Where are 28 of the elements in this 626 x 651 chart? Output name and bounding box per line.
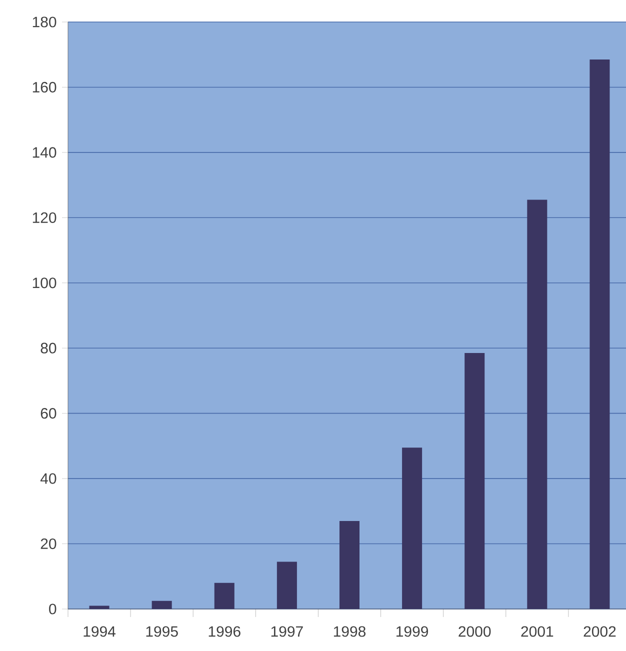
bar <box>214 582 234 609</box>
y-tick-label: 180 <box>32 16 56 28</box>
y-tick-label: 160 <box>32 82 56 93</box>
bar <box>526 200 547 609</box>
x-tick-label: 1994 <box>84 626 116 637</box>
x-tick-label: 1995 <box>146 626 178 637</box>
x-tick-label: 1998 <box>334 626 366 637</box>
y-tick-label: 20 <box>40 538 56 550</box>
y-tick-label: 40 <box>40 473 56 484</box>
x-tick-label: 1997 <box>271 626 303 637</box>
x-tick-label: 1996 <box>208 626 240 637</box>
x-tick-label: 1999 <box>396 626 428 637</box>
bar <box>590 60 610 609</box>
y-tick-label: 80 <box>40 342 56 354</box>
bar <box>464 353 484 609</box>
bar <box>152 600 172 609</box>
bar <box>276 562 297 609</box>
x-tick-label: 2000 <box>458 626 490 637</box>
y-tick-label: 60 <box>40 408 56 419</box>
bar <box>402 448 422 609</box>
bar <box>339 520 360 609</box>
y-tick-label: 0 <box>48 604 56 614</box>
bar <box>89 606 110 609</box>
x-tick-label: 2002 <box>584 626 616 637</box>
y-tick-label: 100 <box>32 278 56 288</box>
x-tick-label: 2001 <box>521 626 553 637</box>
y-tick-label: 120 <box>32 212 56 223</box>
y-tick-label: 140 <box>32 147 56 158</box>
